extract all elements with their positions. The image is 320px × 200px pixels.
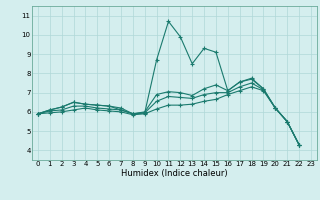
X-axis label: Humidex (Indice chaleur): Humidex (Indice chaleur) bbox=[121, 169, 228, 178]
